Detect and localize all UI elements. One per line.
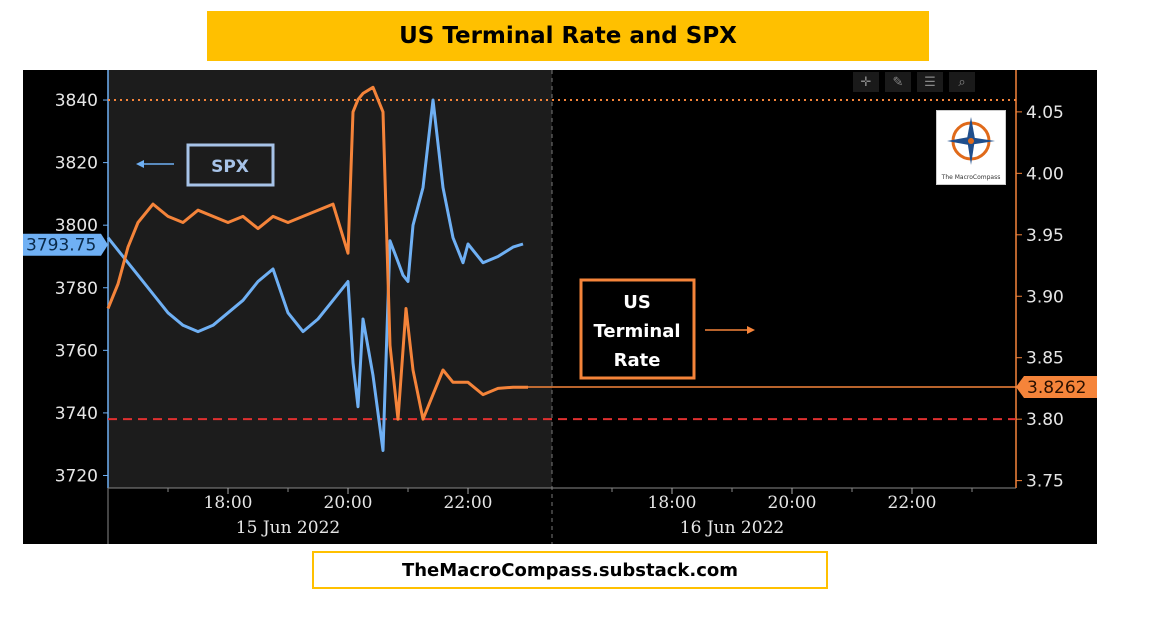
magnifier-icon[interactable]: ⌕ bbox=[949, 72, 975, 92]
list-icon[interactable]: ☰ bbox=[917, 72, 943, 92]
x-date-label: 16 Jun 2022 bbox=[680, 518, 784, 538]
x-date-label: 15 Jun 2022 bbox=[236, 518, 340, 538]
rate-arrow-head bbox=[747, 326, 755, 334]
logo-caption: The MacroCompass bbox=[941, 174, 1001, 181]
pen-icon[interactable]: ✎ bbox=[885, 72, 911, 92]
spx-value-tag bbox=[23, 233, 108, 256]
chart-plot: 3720 3740 3760 3780 3800 3820 3840 3.75 3.80 3.85… bbox=[23, 70, 1097, 544]
x-tick-label: 20:00 bbox=[324, 493, 373, 513]
right-tick-label: 3.75 bbox=[1026, 472, 1064, 492]
right-tick-label: 3.80 bbox=[1026, 410, 1064, 430]
spx-arrow-head bbox=[136, 160, 144, 168]
left-tick-label: 3720 bbox=[55, 466, 98, 486]
rate-series-line bbox=[106, 85, 528, 421]
rate-annotation-label: Rate bbox=[614, 350, 661, 371]
rate-value-tag bbox=[1016, 375, 1097, 398]
footer-source[interactable]: TheMacroCompass.substack.com bbox=[312, 551, 828, 589]
left-tick-label: 3800 bbox=[55, 216, 98, 236]
chart-title: US Terminal Rate and SPX bbox=[207, 11, 929, 61]
right-tick-label: 3.90 bbox=[1026, 287, 1064, 307]
right-tick-label: 3.85 bbox=[1026, 349, 1064, 369]
spx-annotation-label: SPX bbox=[211, 157, 249, 177]
left-tick-label: 3840 bbox=[55, 91, 98, 111]
rate-annotation-label: US bbox=[623, 292, 651, 313]
rate-annotation-box bbox=[579, 278, 696, 380]
rate-annotation-label: Terminal bbox=[593, 321, 680, 342]
compass-icon bbox=[947, 117, 995, 165]
x-tick-label: 18:00 bbox=[204, 493, 253, 513]
left-tick-label: 3740 bbox=[55, 404, 98, 424]
session-shading bbox=[108, 70, 552, 488]
right-tick-label: 4.00 bbox=[1026, 164, 1064, 184]
macro-compass-logo: The MacroCompass bbox=[936, 110, 1006, 185]
spx-series-line bbox=[106, 98, 524, 452]
spx-value-label: 3793.75 bbox=[26, 236, 96, 256]
left-tick-label: 3760 bbox=[55, 341, 98, 361]
crosshair-icon[interactable]: ✛ bbox=[853, 72, 879, 92]
x-tick-label: 22:00 bbox=[888, 493, 937, 513]
x-tick-label: 20:00 bbox=[768, 493, 817, 513]
x-tick-label: 22:00 bbox=[444, 493, 493, 513]
spx-annotation-box bbox=[186, 143, 275, 187]
right-tick-label: 3.95 bbox=[1026, 226, 1064, 246]
left-tick-label: 3820 bbox=[55, 154, 98, 174]
x-tick-label: 18:00 bbox=[648, 493, 697, 513]
rate-value-label: 3.8262 bbox=[1027, 378, 1086, 398]
left-tick-label: 3780 bbox=[55, 279, 98, 299]
right-tick-label: 4.05 bbox=[1026, 103, 1064, 123]
